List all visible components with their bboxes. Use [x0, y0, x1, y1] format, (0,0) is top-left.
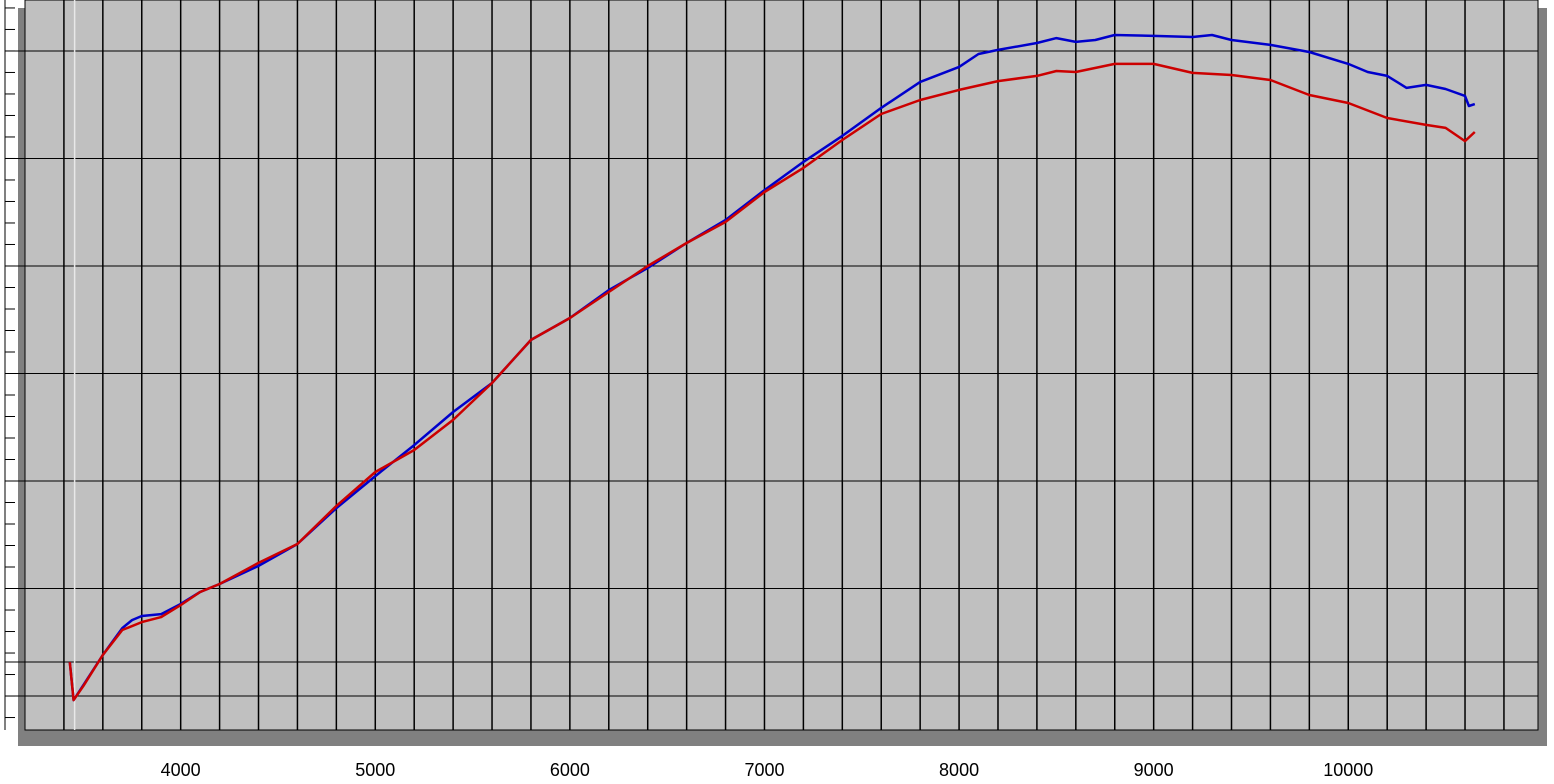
x-tick-label: 5000 — [355, 760, 395, 780]
x-tick-label: 6000 — [550, 760, 590, 780]
series-line — [68, 62, 1476, 702]
x-tick-label: 10000 — [1323, 760, 1373, 780]
plot-area — [24, 0, 1539, 731]
x-tick-label: 9000 — [1134, 760, 1174, 780]
x-tick-label: 8000 — [939, 760, 979, 780]
x-tick-label: 4000 — [161, 760, 201, 780]
x-tick-label: 7000 — [744, 760, 784, 780]
